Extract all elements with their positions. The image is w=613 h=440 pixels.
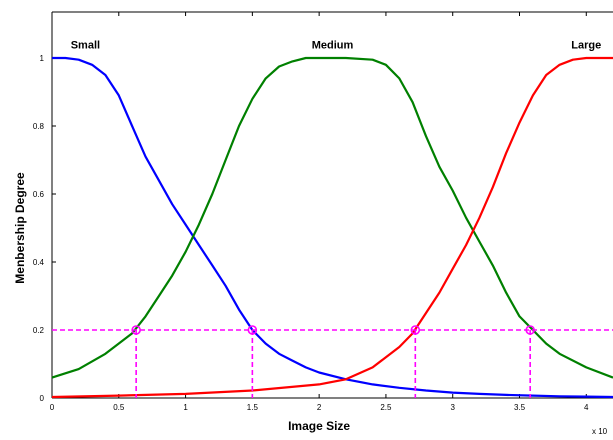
threshold-crossing-marker — [131, 325, 141, 335]
y-tick-label: 1 — [40, 54, 45, 63]
y-tick-label: 0.8 — [33, 122, 45, 131]
series-line-1 — [51, 56, 613, 379]
series-lines — [51, 56, 613, 399]
y-tick-label: 0 — [40, 394, 45, 403]
x-axis-label: Image Size — [288, 419, 350, 433]
y-axis-label: Menbership Degree — [13, 172, 27, 284]
series-line-0 — [52, 56, 613, 399]
x-exponent-label: x 10 — [592, 427, 608, 436]
x-tick-label: 2 — [317, 403, 322, 412]
x-tick-label: 1.5 — [247, 403, 259, 412]
y-tick-label: 0.4 — [33, 258, 45, 267]
x-tick-label: 1 — [183, 403, 188, 412]
curve-annotation: Medium — [312, 39, 354, 51]
x-tick-label: 2.5 — [380, 403, 392, 412]
series-line-2 — [51, 56, 613, 399]
threshold-crossing-marker — [410, 325, 421, 335]
x-tick-label: 3 — [450, 403, 455, 412]
axes: 0 0.5 1 1.5 2 2.5 3 3.5 4 0 0.2 0.4 0.6 0.8 1 — [33, 11, 613, 412]
x-tick-label: 3.5 — [514, 403, 526, 412]
curve-annotation: Small — [71, 39, 100, 51]
threshold-markers — [52, 325, 613, 398]
threshold-crossing-marker — [525, 325, 535, 335]
x-tick-label: 4 — [584, 403, 589, 412]
labels: Image Size Menbership Degree x 10 Small M… — [13, 39, 608, 436]
x-tick-label: 0 — [50, 403, 55, 412]
curve-annotation: Large — [571, 39, 601, 51]
y-tick-label: 0.2 — [33, 326, 45, 335]
x-tick-label: 0.5 — [113, 403, 125, 412]
threshold-crossing-marker — [247, 325, 258, 335]
y-tick-label: 0.6 — [33, 190, 45, 199]
